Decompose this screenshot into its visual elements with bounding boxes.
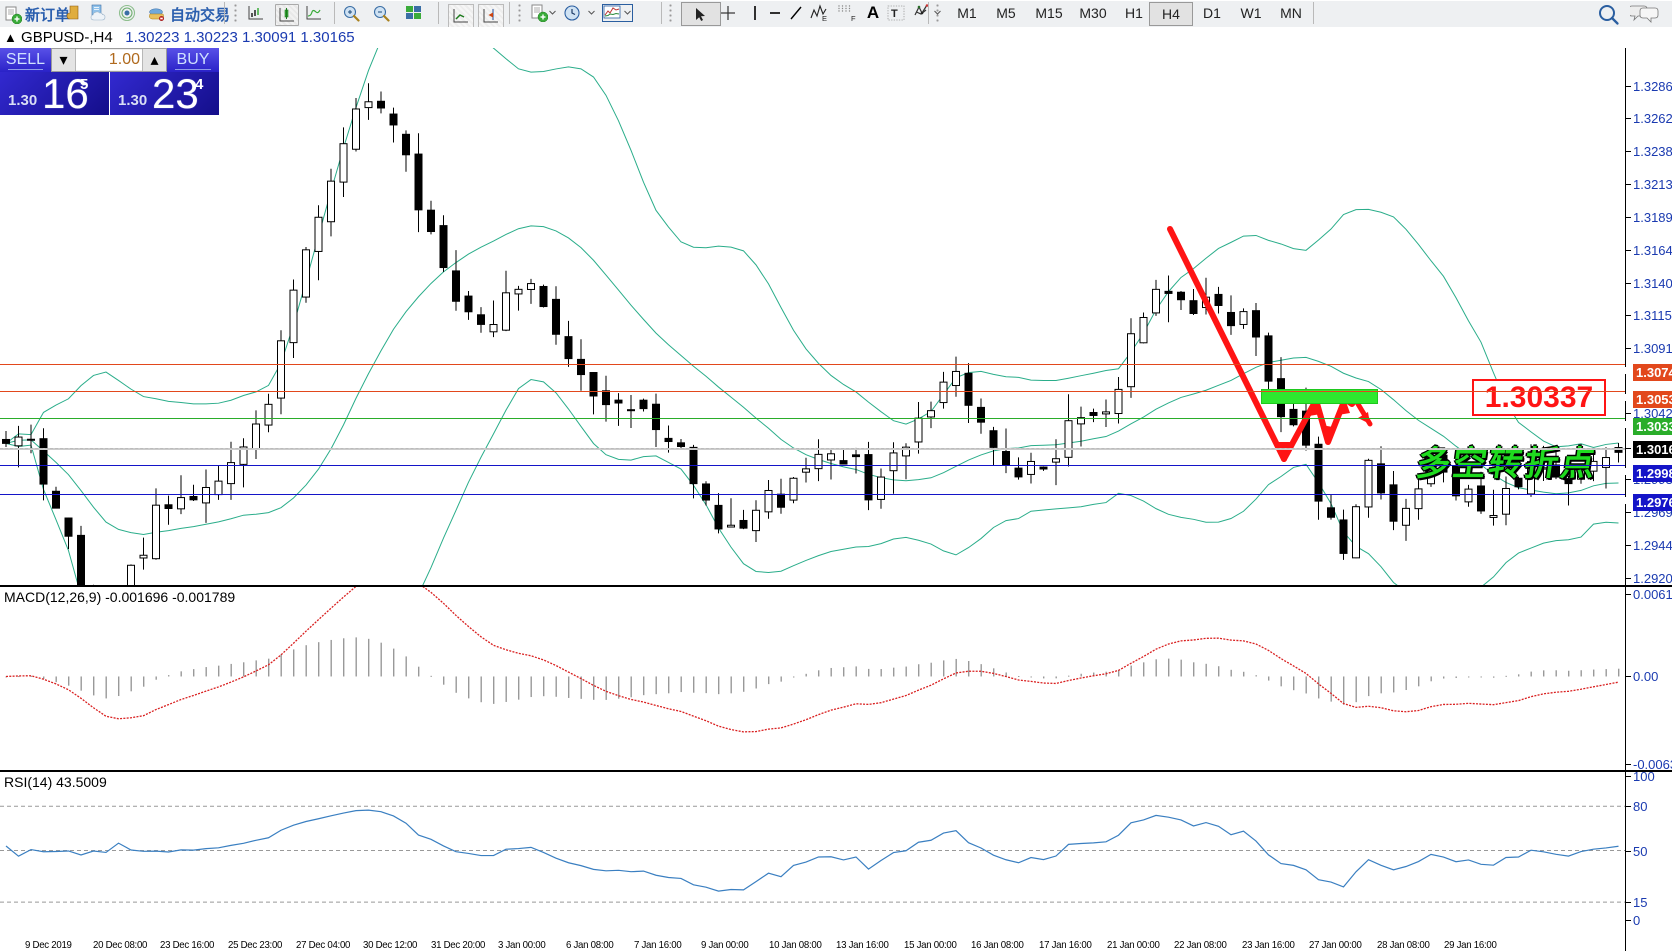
svg-text:E: E	[822, 14, 827, 22]
svg-text:F: F	[851, 14, 856, 22]
svg-text:T: T	[891, 8, 898, 20]
